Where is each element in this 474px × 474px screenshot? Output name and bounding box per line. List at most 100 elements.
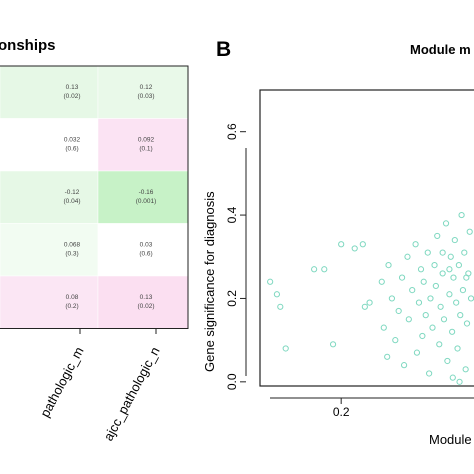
scatter-point xyxy=(422,312,429,319)
heatmap-cell-value: 0.032 xyxy=(64,137,81,144)
scatter-point xyxy=(359,241,366,248)
heatmap-cell-value: 0.13 xyxy=(140,294,153,301)
heatmap-column-label: pathologic_m xyxy=(37,344,87,419)
y-tick-label: 0.4 xyxy=(225,206,239,223)
scatter-point xyxy=(417,266,425,273)
scatter-point xyxy=(273,291,281,298)
heatmap-cell-pvalue: (0.001) xyxy=(136,198,157,205)
heatmap-cell xyxy=(97,118,189,172)
heatmap-cell-pvalue: (0.03) xyxy=(138,93,155,100)
scatter-point xyxy=(449,328,456,335)
scatter-title: Module m xyxy=(410,42,471,57)
scatter-point xyxy=(380,324,387,331)
heatmap-cell-pvalue: (0.6) xyxy=(65,146,78,153)
scatter-point xyxy=(457,312,464,319)
scatter-point xyxy=(311,266,318,273)
y-axis-label: Gene significance for diagnosis xyxy=(202,191,217,372)
heatmap-cell xyxy=(0,170,99,224)
scatter-point xyxy=(277,303,284,310)
heatmap-cell xyxy=(0,275,99,329)
scatter-point xyxy=(338,241,345,248)
scatter-point xyxy=(419,332,426,340)
heatmap-cell xyxy=(0,65,99,119)
scatter-point xyxy=(378,278,385,285)
scatter-point xyxy=(321,266,328,273)
scatter-point xyxy=(446,291,453,298)
heatmap-cell-pvalue: (0.3) xyxy=(65,251,78,258)
plot-frame xyxy=(259,89,474,387)
heatmap-column-label: ajcc_pathologic_n xyxy=(101,344,163,443)
heatmap-cell xyxy=(97,223,189,277)
heatmap-cell xyxy=(0,118,99,172)
scatter-point xyxy=(415,299,423,306)
scatter-point xyxy=(400,362,408,369)
scatter-point xyxy=(463,274,470,281)
scatter-point xyxy=(439,270,446,277)
scatter-point xyxy=(466,228,473,235)
heatmap-cell-pvalue: (0.02) xyxy=(64,93,81,100)
panel-label-b: B xyxy=(216,38,231,61)
scatter-point xyxy=(436,341,443,348)
y-tick-label: 0.2 xyxy=(225,290,239,307)
scatter-point xyxy=(439,249,446,256)
scatter-point xyxy=(446,266,453,273)
scatter-point xyxy=(384,353,391,360)
heatmap-cell xyxy=(97,65,189,119)
x-tick-labels: 0.2 xyxy=(333,398,350,419)
scatter-point xyxy=(440,316,448,323)
scatter-point xyxy=(282,345,289,352)
scatter-point xyxy=(463,320,471,327)
heatmap-cell-value: 0.03 xyxy=(140,242,153,249)
heatmap-cell-value: -0.12 xyxy=(65,189,80,196)
scatter-point xyxy=(366,299,373,306)
scatter-points xyxy=(267,211,474,385)
scatter-point xyxy=(412,241,419,248)
scatter-point xyxy=(409,287,416,294)
scatter-point xyxy=(351,245,358,252)
heatmap-column-labels: pathologic_m ajcc_pathologic_n xyxy=(37,329,163,443)
scatter-point xyxy=(404,253,411,260)
heatmap-panel: onships 0.13 (0.02) 0.12 (0.03) 0.032 (0.6) 0.… xyxy=(0,37,189,443)
scatter-point xyxy=(434,232,441,240)
scatter-point xyxy=(462,366,469,373)
heatmap-cell-pvalue: (0.2) xyxy=(65,303,78,310)
scatter-point xyxy=(459,287,467,294)
heatmap-cell-pvalue: (0.04) xyxy=(64,198,81,205)
heatmap-cell-value: 0.092 xyxy=(138,137,155,144)
scatter-panel: B Module m 0.0 0.2 0.4 0.6 0.2 Gene signifi… xyxy=(202,38,474,447)
heatmap-cell-pvalue: (0.6) xyxy=(139,251,152,258)
scatter-point xyxy=(431,261,438,269)
scatter-point xyxy=(456,378,463,385)
y-tick-labels: 0.0 0.2 0.4 0.6 xyxy=(225,123,246,390)
scatter-point xyxy=(444,357,451,365)
scatter-point xyxy=(442,220,450,227)
scatter-point xyxy=(388,295,396,302)
heatmap-cell-value: 0.13 xyxy=(66,84,79,91)
heatmap-cell-value: -0.16 xyxy=(139,189,154,196)
scatter-point xyxy=(385,261,392,269)
scatter-point xyxy=(267,278,274,285)
heatmap-cell xyxy=(97,170,189,224)
scatter-point xyxy=(467,295,474,302)
scatter-point xyxy=(429,324,436,331)
scatter-point xyxy=(424,249,431,256)
scatter-point xyxy=(361,303,368,310)
scatter-point xyxy=(432,282,439,290)
scatter-point xyxy=(447,253,454,260)
heatmap-cells: 0.13 (0.02) 0.12 (0.03) 0.032 (0.6) 0.092 (0.1)… xyxy=(0,65,189,329)
heatmap-frame xyxy=(0,65,189,329)
scatter-point xyxy=(450,274,457,281)
x-axis-label: Module xyxy=(429,432,472,447)
scatter-point xyxy=(455,261,462,269)
y-tick-label: 0.6 xyxy=(225,123,239,140)
heatmap-cell-value: 0.12 xyxy=(140,84,153,91)
scatter-point xyxy=(413,349,421,356)
heatmap-title: onships xyxy=(0,37,56,54)
heatmap-cell-pvalue: (0.02) xyxy=(138,303,155,310)
x-tick-label: 0.2 xyxy=(333,405,350,419)
scatter-point xyxy=(329,341,337,348)
heatmap-cell-value: 0.068 xyxy=(64,242,81,249)
heatmap-cell-value: 0.08 xyxy=(66,294,79,301)
scatter-point xyxy=(437,303,444,310)
